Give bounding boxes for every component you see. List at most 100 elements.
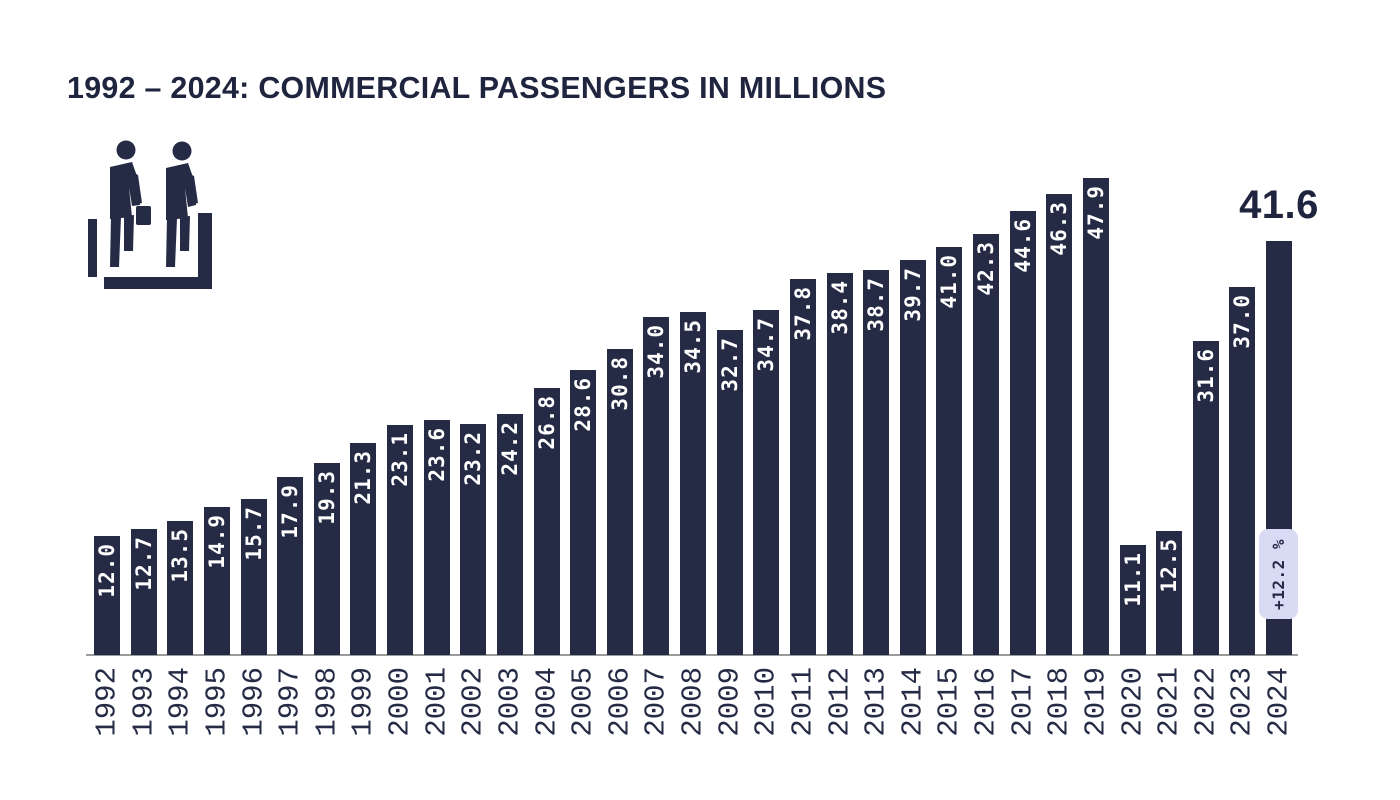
x-axis-label-2012: 2012 (823, 667, 856, 737)
bar-2017: 44.6 (1009, 211, 1036, 655)
x-axis-label-1993: 1993 (127, 667, 161, 737)
bar-value-label: 47.9 (1083, 185, 1108, 240)
bar-slot-2004: 26.8 2004 (530, 175, 563, 737)
x-axis-label-2016: 2016 (969, 667, 1003, 737)
bar-slot-2009: 32.7 2009 (713, 175, 746, 737)
x-axis-label-2005: 2005 (566, 667, 600, 737)
bar-slot-2020: 11.1 2020 (1116, 175, 1149, 737)
x-axis-label-2021: 2021 (1152, 667, 1186, 737)
x-axis-label-2011: 2011 (786, 667, 820, 737)
percent-change-badge: +12.2 % (1259, 529, 1298, 619)
bar-slot-2007: 34.0 2007 (640, 175, 673, 737)
bar-value-label: 28.6 (571, 377, 596, 432)
bar-value-label: 31.6 (1193, 348, 1218, 403)
passengers-escalator-icon-svg (88, 140, 212, 289)
bar-2006: 30.8 (606, 349, 633, 655)
bar-slot-2011: 37.8 2011 (786, 175, 819, 737)
bar-value-label: 19.3 (314, 470, 339, 525)
bar-value-label: 12.0 (95, 543, 119, 598)
bar-2009: 32.7 (716, 330, 743, 655)
bar-2022: 31.6 (1192, 341, 1219, 655)
bar-2019: 47.9 (1082, 178, 1109, 655)
bar-value-label: 34.0 (644, 324, 669, 379)
x-axis-label-2007: 2007 (639, 667, 673, 737)
bar-slot-2022: 31.6 2022 (1189, 175, 1222, 737)
x-axis-label-2018: 2018 (1042, 667, 1076, 737)
bar-2005: 28.6 (570, 370, 597, 655)
bar-2000: 23.1 (387, 425, 413, 655)
x-axis-line (86, 654, 1298, 656)
bar-slot-2014: 39.7 2014 (896, 175, 929, 737)
x-axis-label-2000: 2000 (383, 667, 417, 737)
x-axis-label-1999: 1999 (346, 667, 380, 737)
bar-slot-1996: 15.7 1996 (237, 175, 270, 737)
bar-value-label: 32.7 (717, 337, 742, 392)
bar-slot-1995: 14.9 1995 (200, 175, 233, 737)
bar-slot-2021: 12.5 2021 (1153, 175, 1186, 737)
bar-slot-2001: 23.6 2001 (420, 175, 453, 737)
x-axis-label-1998: 1998 (310, 667, 344, 737)
bar-value-label: 15.7 (241, 506, 266, 561)
x-axis-label-2015: 2015 (932, 667, 966, 737)
x-axis-label-2014: 2014 (896, 667, 930, 737)
bar-2021: 12.5 (1156, 531, 1183, 655)
x-axis-label-2024: 2024 (1262, 667, 1296, 737)
bar-2001: 23.6 (423, 420, 450, 655)
x-axis-label-1996: 1996 (237, 667, 270, 737)
bar-value-label: 39.7 (900, 267, 925, 322)
bar-slot-2002: 23.2 2002 (457, 175, 490, 737)
bar-value-label: 14.9 (204, 514, 229, 569)
bar-value-label: 23.6 (424, 427, 449, 482)
x-axis-label-2017: 2017 (1006, 667, 1040, 737)
bar-slot-2012: 38.4 2012 (823, 175, 856, 737)
bar-value-label: 30.8 (607, 356, 632, 411)
bar-value-label: 46.3 (1047, 201, 1072, 256)
x-axis-label-2013: 2013 (859, 667, 893, 737)
bar-value-label: 13.5 (168, 528, 193, 583)
bar-2016: 42.3 (973, 234, 999, 655)
bar-slot-2018: 46.3 2018 (1043, 175, 1076, 737)
bar-1992: 12.0 (94, 536, 120, 655)
bar-slot-1993: 12.7 1993 (127, 175, 160, 737)
x-axis-label-1997: 1997 (273, 667, 307, 737)
bar-value-label: 21.3 (351, 450, 376, 505)
x-axis-label-2023: 2023 (1225, 667, 1259, 737)
bar-slot-2013: 38.7 2013 (860, 175, 893, 737)
bar-value-label: 44.6 (1010, 218, 1035, 273)
bar-slot-2019: 47.9 2019 (1079, 175, 1112, 737)
bar-value-label: 38.4 (827, 280, 852, 335)
bar-slot-2017: 44.6 2017 (1006, 175, 1039, 737)
bar-value-label: 42.3 (974, 241, 998, 296)
bar-2018: 46.3 (1046, 194, 1073, 655)
bar-slot-2006: 30.8 2006 (603, 175, 636, 737)
bar-2007: 34.0 (643, 317, 670, 655)
chart-title: 1992 – 2024: COMMERCIAL PASSENGERS IN MI… (67, 70, 887, 105)
bar-value-label: 38.7 (864, 277, 889, 332)
bar-1993: 12.7 (130, 529, 157, 655)
x-axis-label-1994: 1994 (163, 667, 197, 737)
x-axis-label-1995: 1995 (200, 667, 234, 737)
bar-slot-2008: 34.5 2008 (677, 175, 710, 737)
bar-slot-2016: 42.3 2016 (970, 175, 1003, 737)
bar-2014: 39.7 (899, 260, 926, 655)
bar-value-label: 12.5 (1157, 538, 1182, 593)
bar-2013: 38.7 (863, 270, 890, 655)
bar-slot-2003: 24.2 2003 (493, 175, 526, 737)
bar-2002: 23.2 (460, 424, 487, 655)
bar-value-label: 26.8 (534, 395, 559, 450)
x-axis-label-1992: 1992 (90, 667, 124, 737)
bar-1998: 19.3 (313, 463, 340, 655)
bar-2020: 11.1 (1119, 545, 1146, 655)
bar-value-label: 37.0 (1230, 294, 1255, 349)
bar-value-label: 23.2 (461, 431, 486, 486)
bar-2023: 37.0 (1229, 287, 1256, 655)
bar-value-label: 24.2 (497, 421, 522, 476)
bar-slot-1994: 13.5 1994 (164, 175, 197, 737)
bar-1997: 17.9 (277, 477, 304, 655)
bar-2011: 37.8 (789, 279, 816, 655)
bar-value-label: 17.9 (278, 484, 303, 539)
bar-value-label: 23.1 (388, 432, 412, 487)
bar-value-label: 12.7 (131, 536, 156, 591)
bar-value-label: 37.8 (790, 286, 815, 341)
x-axis-label-2002: 2002 (456, 667, 490, 737)
